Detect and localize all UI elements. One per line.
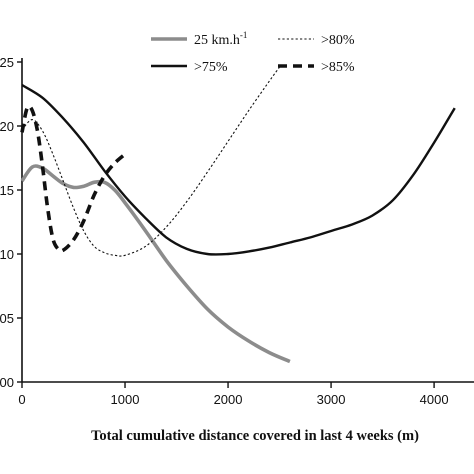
- y-tick-label: 25: [0, 55, 14, 70]
- legend-label: >85%: [321, 60, 355, 75]
- x-tick-label: 4000: [420, 392, 449, 407]
- axes: [21, 58, 474, 383]
- y-tick-label: 00: [0, 375, 14, 390]
- series-line: [20, 104, 127, 253]
- legend-label-text: >75%: [194, 60, 228, 75]
- x-tick-label: 1000: [111, 392, 140, 407]
- x-tick-label: 3000: [317, 392, 346, 407]
- x-tick-label: 0: [18, 392, 25, 407]
- series-line: [20, 164, 291, 364]
- legend-label: >75%: [194, 60, 228, 75]
- y-tick-label: 05: [0, 311, 14, 326]
- legend: 25 km.h-1 >80% >75% >85%: [151, 30, 355, 75]
- legend-label-text: 25 km.h: [194, 33, 240, 48]
- legend-label-superscript: -1: [240, 30, 248, 40]
- y-tick-label: 15: [0, 183, 14, 198]
- y-tick-label: 10: [0, 247, 14, 262]
- series-line: [21, 83, 456, 256]
- tick-group: 0 1000 2000 3000 4000 00 05 10 15 20 25: [0, 55, 449, 407]
- y-tick-label: 20: [0, 119, 14, 134]
- x-axis-title: Total cumulative distance covered in las…: [91, 428, 419, 444]
- legend-label-text: >85%: [321, 60, 355, 75]
- legend-label: >80%: [321, 33, 355, 48]
- legend-label-text: >80%: [321, 33, 355, 48]
- series-layer: [20, 66, 456, 364]
- x-tick-label: 2000: [214, 392, 243, 407]
- legend-label: 25 km.h-1: [194, 30, 247, 48]
- series-line: [21, 66, 281, 257]
